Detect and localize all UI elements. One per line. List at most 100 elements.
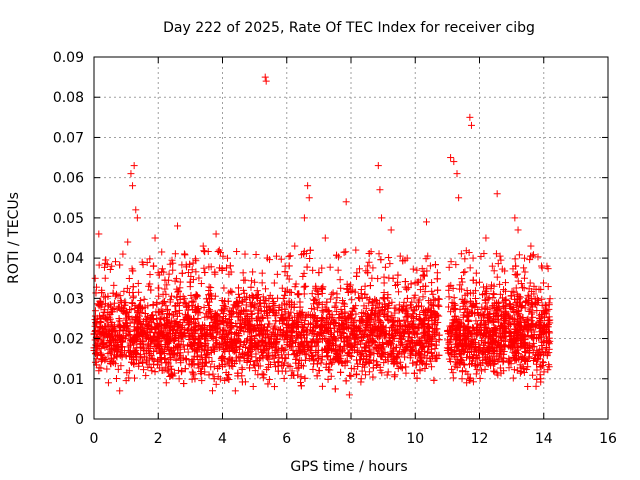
- roti-point: [155, 284, 163, 292]
- roti-point: [345, 391, 353, 399]
- roti-point: [309, 266, 317, 274]
- roti-point: [112, 258, 120, 266]
- roti-point: [365, 250, 373, 258]
- roti-point: [337, 368, 345, 376]
- roti-point: [331, 302, 339, 310]
- roti-point: [270, 279, 278, 287]
- roti-point: [401, 353, 409, 361]
- roti-point: [527, 242, 535, 250]
- roti-point: [348, 352, 356, 360]
- roti-point: [176, 278, 184, 286]
- roti-point: [434, 295, 442, 303]
- x-tick-label: 4: [218, 431, 227, 447]
- roti-point: [227, 287, 235, 295]
- roti-point: [511, 214, 519, 222]
- roti-point: [258, 279, 266, 287]
- roti-point: [434, 286, 442, 294]
- roti-point: [336, 276, 344, 284]
- roti-point: [493, 273, 501, 281]
- roti-point: [429, 290, 437, 298]
- roti-point: [501, 279, 509, 287]
- roti-point: [171, 250, 179, 258]
- x-tick-label: 16: [599, 431, 617, 447]
- roti-point: [108, 262, 116, 270]
- roti-point: [135, 288, 143, 296]
- roti-point: [132, 206, 140, 214]
- roti-point: [380, 295, 388, 303]
- roti-point: [476, 374, 484, 382]
- roti-point: [247, 283, 255, 291]
- roti-point: [200, 264, 208, 272]
- roti-point: [187, 291, 195, 299]
- roti-point: [493, 190, 501, 198]
- roti-point: [306, 246, 314, 254]
- roti-point: [309, 365, 317, 373]
- roti-point: [95, 261, 103, 269]
- roti-point: [313, 360, 321, 368]
- roti-point: [435, 295, 443, 303]
- roti-point: [461, 255, 469, 263]
- roti-point: [403, 294, 411, 302]
- roti-point: [358, 309, 366, 317]
- roti-point: [158, 265, 166, 273]
- roti-point: [151, 368, 159, 376]
- roti-point: [273, 270, 281, 278]
- roti-point: [239, 286, 247, 294]
- roti-point: [357, 375, 365, 383]
- roti-point: [368, 274, 376, 282]
- x-tick-label: 10: [406, 431, 424, 447]
- roti-point: [409, 265, 417, 273]
- roti-point: [318, 382, 326, 390]
- roti-point: [352, 246, 360, 254]
- roti-point: [545, 301, 553, 309]
- roti-point: [229, 362, 237, 370]
- roti-point: [293, 364, 301, 372]
- roti-point: [449, 369, 457, 377]
- roti-point: [129, 283, 137, 291]
- roti-point: [431, 345, 439, 353]
- roti-point: [300, 269, 308, 277]
- roti-point: [295, 290, 303, 298]
- roti-point: [280, 374, 288, 382]
- roti-point: [265, 375, 273, 383]
- roti-point: [348, 296, 356, 304]
- roti-point: [286, 252, 294, 260]
- y-tick-label: 0.02: [53, 332, 84, 348]
- roti-point: [537, 375, 545, 383]
- roti-point: [496, 280, 504, 288]
- roti-point: [305, 194, 313, 202]
- x-tick-label: 12: [471, 431, 489, 447]
- roti-point: [385, 254, 393, 262]
- roti-point: [261, 73, 269, 81]
- roti-point: [532, 382, 540, 390]
- roti-point: [95, 230, 103, 238]
- roti-point: [377, 256, 385, 264]
- y-tick-label: 0.03: [53, 291, 84, 307]
- roti-point: [364, 262, 372, 270]
- roti-point: [270, 354, 278, 362]
- roti-point: [207, 284, 215, 292]
- x-tick-label: 14: [535, 431, 553, 447]
- roti-point: [233, 248, 241, 256]
- roti-point: [124, 238, 132, 246]
- roti-point: [380, 289, 388, 297]
- roti-point: [238, 365, 246, 373]
- roti-point: [420, 271, 428, 279]
- roti-point: [264, 380, 272, 388]
- roti-point: [306, 254, 314, 262]
- roti-point: [106, 266, 114, 274]
- roti-point: [270, 383, 278, 391]
- roti-point: [299, 272, 307, 280]
- roti-point: [428, 287, 436, 295]
- roti-point: [301, 374, 309, 382]
- roti-point: [302, 282, 310, 290]
- roti-point: [303, 263, 311, 271]
- roti-point: [455, 194, 463, 202]
- roti-point: [431, 261, 439, 269]
- y-tick-label: 0.06: [53, 171, 84, 187]
- roti-point: [453, 170, 461, 178]
- roti-point: [304, 182, 312, 190]
- roti-point: [342, 377, 350, 385]
- roti-point: [460, 269, 468, 277]
